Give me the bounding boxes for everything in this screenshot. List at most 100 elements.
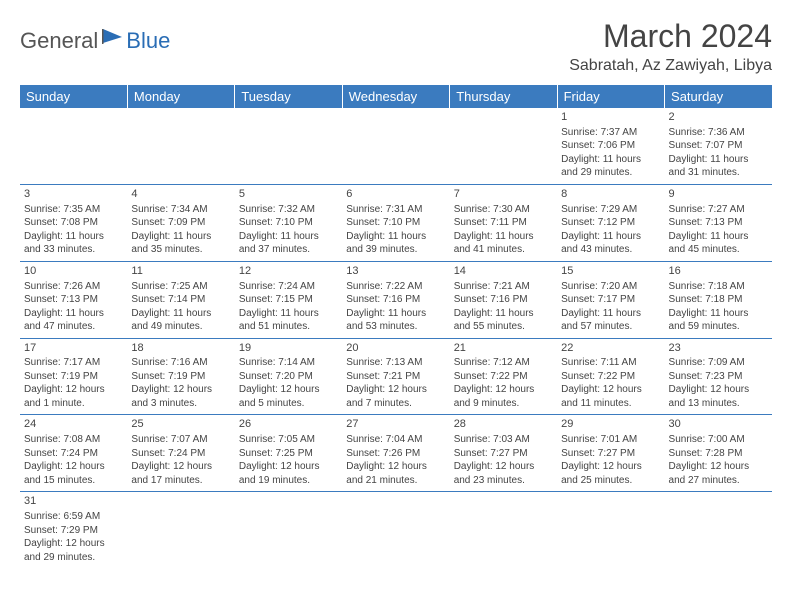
sunrise-text: Sunrise: 7:08 AM: [24, 433, 123, 447]
daylight-text: and 11 minutes.: [561, 397, 660, 411]
sunset-text: Sunset: 7:22 PM: [454, 370, 553, 384]
sunset-text: Sunset: 7:27 PM: [561, 447, 660, 461]
header: General Blue March 2024 Sabratah, Az Zaw…: [20, 18, 772, 75]
daylight-text: Daylight: 12 hours: [346, 383, 445, 397]
sunset-text: Sunset: 7:24 PM: [131, 447, 230, 461]
page-title: March 2024: [569, 18, 772, 55]
daylight-text: and 45 minutes.: [669, 243, 768, 257]
day-number: 23: [669, 341, 768, 356]
sunrise-text: Sunrise: 7:00 AM: [669, 433, 768, 447]
sunrise-text: Sunrise: 7:14 AM: [239, 356, 338, 370]
day-number: 31: [24, 494, 123, 509]
calendar-cell: [127, 108, 234, 184]
daylight-text: and 5 minutes.: [239, 397, 338, 411]
daylight-text: Daylight: 11 hours: [346, 230, 445, 244]
sunrise-text: Sunrise: 7:16 AM: [131, 356, 230, 370]
day-number: 5: [239, 187, 338, 202]
sunset-text: Sunset: 7:10 PM: [346, 216, 445, 230]
daylight-text: and 33 minutes.: [24, 243, 123, 257]
daylight-text: Daylight: 11 hours: [561, 230, 660, 244]
logo-text-general: General: [20, 28, 98, 54]
weekday-header: Tuesday: [235, 85, 342, 108]
day-number: 21: [454, 341, 553, 356]
daylight-text: Daylight: 11 hours: [561, 153, 660, 167]
daylight-text: Daylight: 11 hours: [454, 230, 553, 244]
day-number: 16: [669, 264, 768, 279]
daylight-text: and 35 minutes.: [131, 243, 230, 257]
daylight-text: and 19 minutes.: [239, 474, 338, 488]
sunrise-text: Sunrise: 7:04 AM: [346, 433, 445, 447]
day-number: 26: [239, 417, 338, 432]
daylight-text: and 25 minutes.: [561, 474, 660, 488]
calendar-cell: 15Sunrise: 7:20 AMSunset: 7:17 PMDayligh…: [557, 261, 664, 338]
daylight-text: Daylight: 12 hours: [669, 383, 768, 397]
sunset-text: Sunset: 7:25 PM: [239, 447, 338, 461]
calendar-cell: 22Sunrise: 7:11 AMSunset: 7:22 PMDayligh…: [557, 338, 664, 415]
day-number: 15: [561, 264, 660, 279]
calendar-row: 3Sunrise: 7:35 AMSunset: 7:08 PMDaylight…: [20, 184, 772, 261]
sunset-text: Sunset: 7:19 PM: [24, 370, 123, 384]
daylight-text: and 17 minutes.: [131, 474, 230, 488]
daylight-text: and 53 minutes.: [346, 320, 445, 334]
daylight-text: Daylight: 11 hours: [24, 230, 123, 244]
daylight-text: Daylight: 12 hours: [24, 460, 123, 474]
calendar-cell: 27Sunrise: 7:04 AMSunset: 7:26 PMDayligh…: [342, 415, 449, 492]
sunrise-text: Sunrise: 7:29 AM: [561, 203, 660, 217]
calendar-cell: 28Sunrise: 7:03 AMSunset: 7:27 PMDayligh…: [450, 415, 557, 492]
sunrise-text: Sunrise: 7:25 AM: [131, 280, 230, 294]
sunrise-text: Sunrise: 7:27 AM: [669, 203, 768, 217]
calendar-cell: 14Sunrise: 7:21 AMSunset: 7:16 PMDayligh…: [450, 261, 557, 338]
daylight-text: and 31 minutes.: [669, 166, 768, 180]
day-number: 1: [561, 110, 660, 125]
sunset-text: Sunset: 7:17 PM: [561, 293, 660, 307]
day-number: 25: [131, 417, 230, 432]
logo-text-blue: Blue: [126, 28, 170, 54]
sunrise-text: Sunrise: 7:34 AM: [131, 203, 230, 217]
daylight-text: Daylight: 12 hours: [454, 383, 553, 397]
calendar-cell: 29Sunrise: 7:01 AMSunset: 7:27 PMDayligh…: [557, 415, 664, 492]
sunrise-text: Sunrise: 7:11 AM: [561, 356, 660, 370]
sunset-text: Sunset: 7:06 PM: [561, 139, 660, 153]
calendar-cell: 3Sunrise: 7:35 AMSunset: 7:08 PMDaylight…: [20, 184, 127, 261]
daylight-text: Daylight: 11 hours: [239, 307, 338, 321]
calendar-cell: 17Sunrise: 7:17 AMSunset: 7:19 PMDayligh…: [20, 338, 127, 415]
day-number: 17: [24, 341, 123, 356]
calendar-cell: 18Sunrise: 7:16 AMSunset: 7:19 PMDayligh…: [127, 338, 234, 415]
sunset-text: Sunset: 7:29 PM: [24, 524, 123, 538]
daylight-text: Daylight: 12 hours: [131, 460, 230, 474]
day-number: 6: [346, 187, 445, 202]
sunrise-text: Sunrise: 7:35 AM: [24, 203, 123, 217]
daylight-text: and 15 minutes.: [24, 474, 123, 488]
day-number: 19: [239, 341, 338, 356]
calendar-cell: [342, 492, 449, 568]
day-number: 24: [24, 417, 123, 432]
weekday-header: Thursday: [450, 85, 557, 108]
sunrise-text: Sunrise: 7:05 AM: [239, 433, 338, 447]
sunset-text: Sunset: 7:24 PM: [24, 447, 123, 461]
day-number: 20: [346, 341, 445, 356]
day-number: 9: [669, 187, 768, 202]
day-number: 4: [131, 187, 230, 202]
sunset-text: Sunset: 7:27 PM: [454, 447, 553, 461]
calendar-cell: [235, 492, 342, 568]
calendar-cell: 23Sunrise: 7:09 AMSunset: 7:23 PMDayligh…: [665, 338, 772, 415]
sunset-text: Sunset: 7:10 PM: [239, 216, 338, 230]
daylight-text: Daylight: 12 hours: [239, 383, 338, 397]
sunrise-text: Sunrise: 7:36 AM: [669, 126, 768, 140]
sunset-text: Sunset: 7:28 PM: [669, 447, 768, 461]
daylight-text: and 1 minute.: [24, 397, 123, 411]
calendar-cell: 4Sunrise: 7:34 AMSunset: 7:09 PMDaylight…: [127, 184, 234, 261]
daylight-text: and 3 minutes.: [131, 397, 230, 411]
daylight-text: Daylight: 11 hours: [239, 230, 338, 244]
calendar-cell: 13Sunrise: 7:22 AMSunset: 7:16 PMDayligh…: [342, 261, 449, 338]
daylight-text: and 41 minutes.: [454, 243, 553, 257]
sunset-text: Sunset: 7:09 PM: [131, 216, 230, 230]
weekday-header: Sunday: [20, 85, 127, 108]
calendar-cell: 12Sunrise: 7:24 AMSunset: 7:15 PMDayligh…: [235, 261, 342, 338]
calendar-table: Sunday Monday Tuesday Wednesday Thursday…: [20, 85, 772, 568]
sunrise-text: Sunrise: 7:17 AM: [24, 356, 123, 370]
day-number: 11: [131, 264, 230, 279]
sunrise-text: Sunrise: 7:13 AM: [346, 356, 445, 370]
daylight-text: and 27 minutes.: [669, 474, 768, 488]
title-block: March 2024 Sabratah, Az Zawiyah, Libya: [569, 18, 772, 75]
